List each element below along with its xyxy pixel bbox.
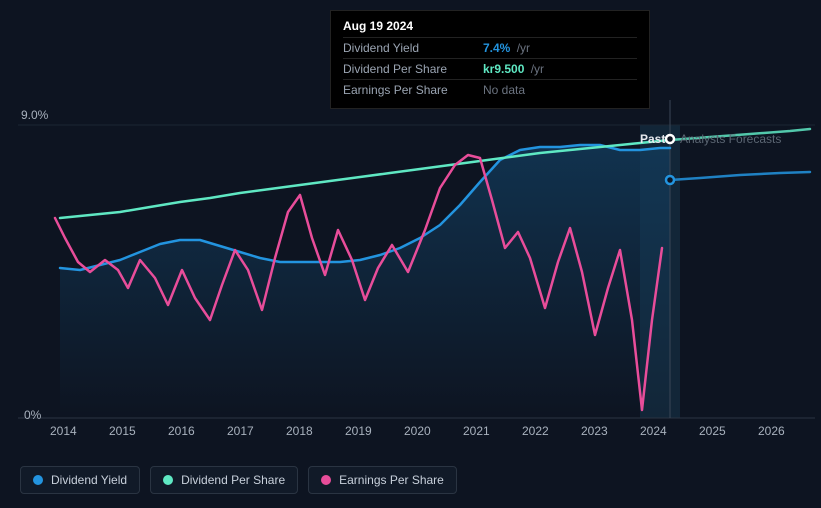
tooltip-label: Dividend Yield [343,41,483,55]
tooltip-label: Earnings Per Share [343,83,483,97]
past-label: Past [640,132,665,146]
tooltip-row: Dividend Per Sharekr9.500 /yr [343,58,637,79]
x-axis-label: 2015 [109,424,136,438]
legend-item[interactable]: Dividend Per Share [150,466,298,494]
legend: Dividend Yield Dividend Per Share Earnings… [20,466,457,494]
x-axis-label: 2020 [404,424,431,438]
tooltip-value: 7.4% /yr [483,41,530,55]
legend-item[interactable]: Earnings Per Share [308,466,457,494]
legend-dot-icon [33,475,43,485]
x-axis-label: 2026 [758,424,785,438]
forecast-label: Analysts Forecasts [680,132,781,146]
x-axis-label: 2019 [345,424,372,438]
chart-tooltip: Aug 19 2024 Dividend Yield7.4% /yrDivide… [330,10,650,109]
x-axis-label: 2025 [699,424,726,438]
tooltip-row: Earnings Per ShareNo data [343,79,637,100]
y-axis-label-max: 9.0% [21,108,48,122]
y-axis-label-min: 0% [24,408,41,422]
legend-label: Dividend Per Share [181,473,285,487]
legend-dot-icon [163,475,173,485]
dividend-chart: Aug 19 2024 Dividend Yield7.4% /yrDivide… [0,0,821,508]
legend-dot-icon [321,475,331,485]
x-axis-label: 2022 [522,424,549,438]
x-axis-label: 2014 [50,424,77,438]
tooltip-label: Dividend Per Share [343,62,483,76]
x-axis-label: 2016 [168,424,195,438]
tooltip-date: Aug 19 2024 [343,19,637,33]
x-axis-label: 2017 [227,424,254,438]
x-axis-label: 2018 [286,424,313,438]
legend-label: Dividend Yield [51,473,127,487]
x-axis-label: 2021 [463,424,490,438]
x-axis-label: 2023 [581,424,608,438]
legend-label: Earnings Per Share [339,473,444,487]
tooltip-row: Dividend Yield7.4% /yr [343,37,637,58]
x-axis-label: 2024 [640,424,667,438]
tooltip-value: No data [483,83,525,97]
legend-item[interactable]: Dividend Yield [20,466,140,494]
tooltip-value: kr9.500 /yr [483,62,544,76]
